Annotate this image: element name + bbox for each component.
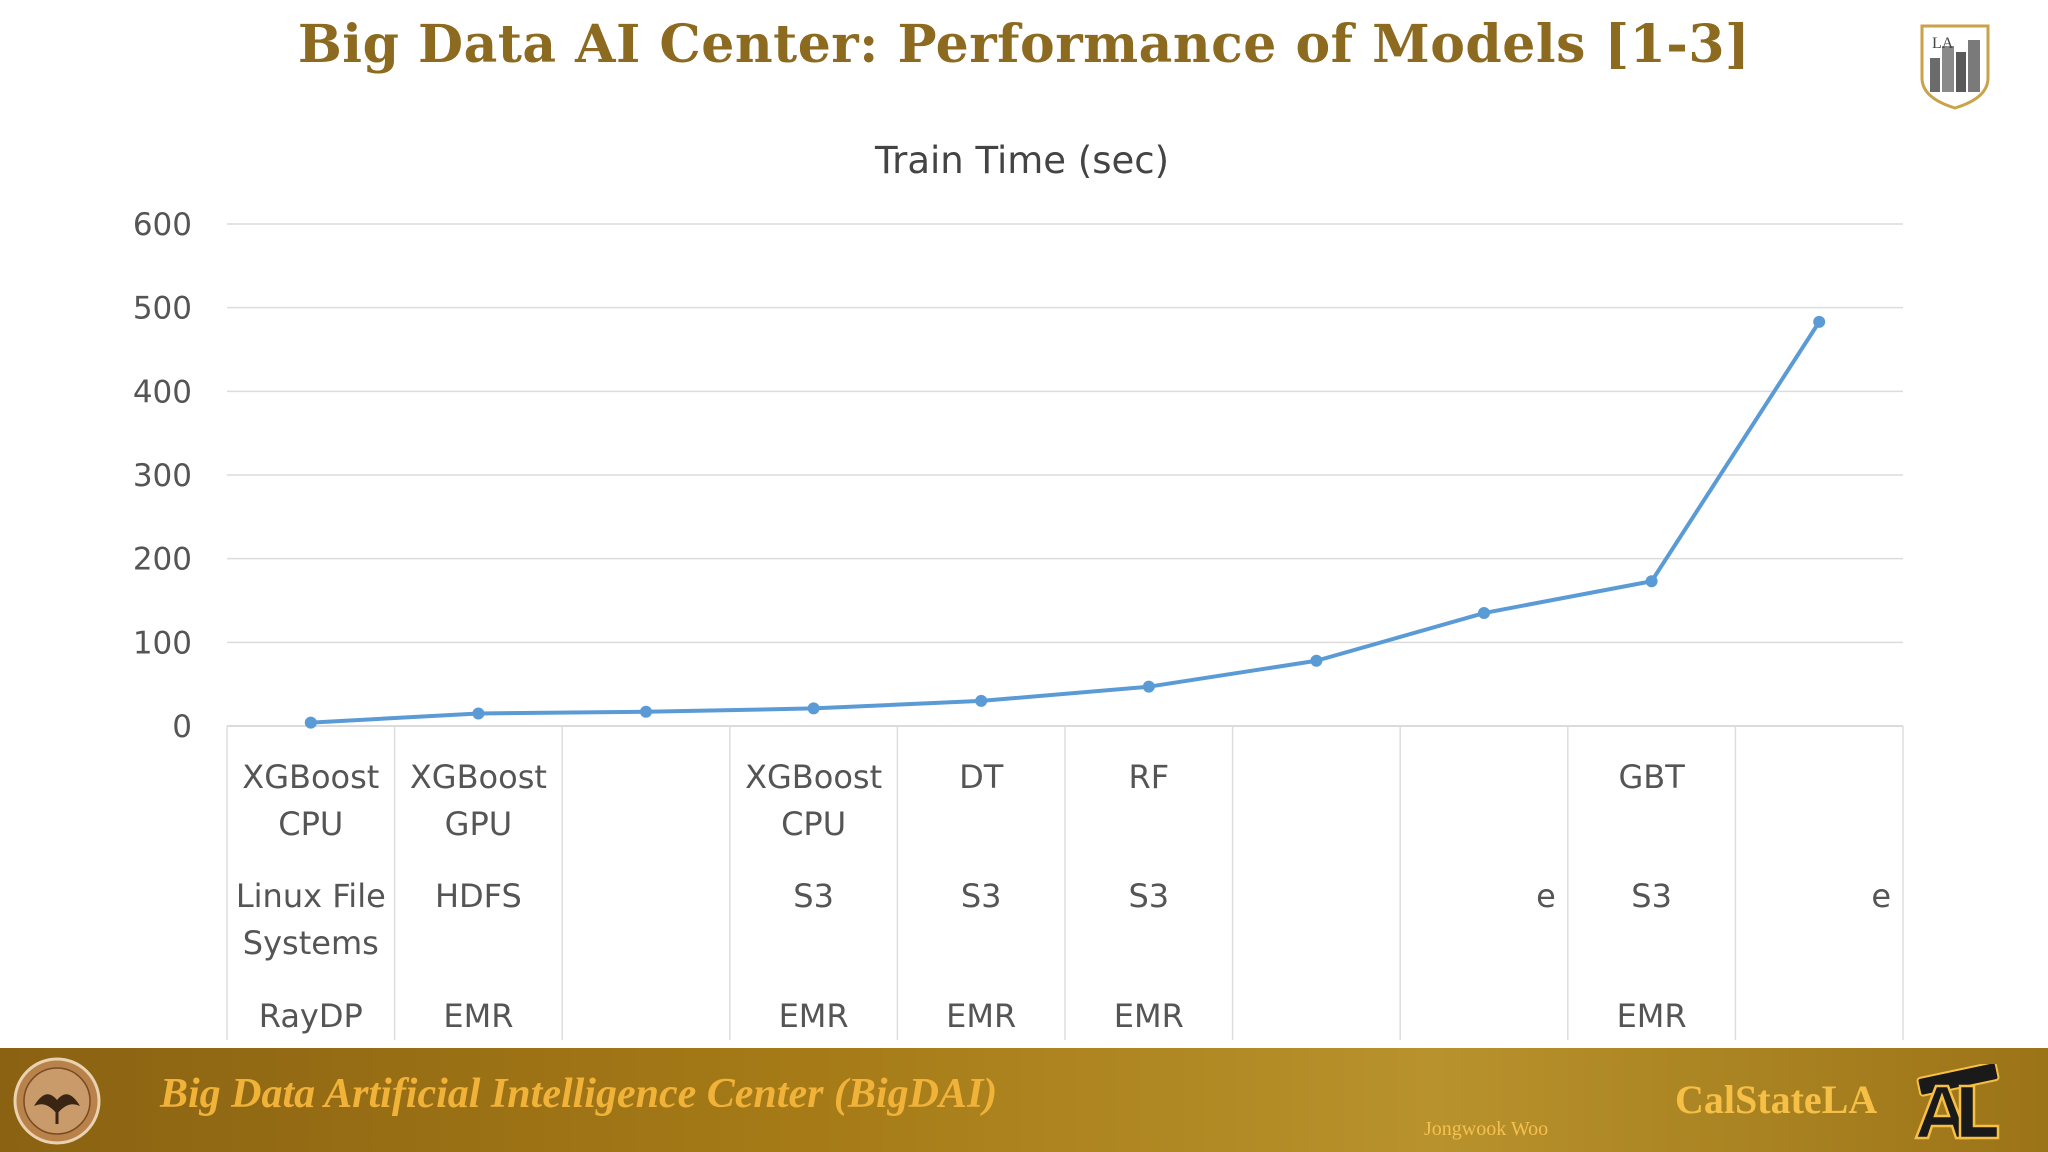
x-category-label: CPU	[278, 805, 343, 843]
slide-title: Big Data AI Center: Performance of Model…	[297, 14, 1751, 75]
y-tick-label: 100	[133, 625, 192, 661]
data-point	[807, 702, 820, 715]
train-time-line-chart: Train Time (sec) 0 100 200 300 400 500 600 XGB…	[133, 139, 1904, 1040]
x-category-label: EMR	[779, 997, 849, 1035]
x-category-label: e	[1871, 877, 1891, 915]
cal-state-la-logo	[1914, 1064, 2000, 1140]
y-tick-label: 0	[172, 709, 192, 745]
data-point	[640, 705, 652, 718]
phoenix-seal-icon	[13, 1057, 101, 1145]
y-tick-label: 400	[133, 374, 192, 410]
x-axis-categories: XGBoost CPU Linux File Systems RayDP XGBoost G…	[236, 758, 1891, 1035]
logo-text: LA	[1932, 35, 1954, 52]
y-tick-label: 200	[133, 542, 192, 578]
x-category-label: DT	[959, 758, 1004, 796]
y-tick-label: 300	[133, 458, 192, 494]
series-layer	[304, 315, 1826, 729]
x-category-label: S3	[1128, 877, 1169, 915]
x-category-label: XGBoost	[410, 758, 547, 796]
x-category-label: S3	[793, 877, 834, 915]
brand-name: CalStateLA	[1675, 1077, 1878, 1122]
footer-bar: Big Data Artificial Intelligence Center …	[0, 1048, 2048, 1152]
y-tick-label: 500	[133, 291, 192, 327]
data-point	[1645, 575, 1658, 588]
data-point	[1478, 607, 1490, 620]
data-point	[472, 707, 485, 720]
x-category-label: EMR	[946, 997, 1016, 1035]
x-category-label: XGBoost	[745, 758, 882, 796]
data-point	[1813, 315, 1826, 328]
x-category-label: XGBoost	[242, 758, 379, 796]
y-axis-ticks: 0 100 200 300 400 500 600	[133, 207, 192, 745]
author-name: Jongwook Woo	[1424, 1118, 1549, 1140]
x-category-label: Systems	[243, 924, 379, 962]
x-category-label: S3	[961, 877, 1002, 915]
data-point	[1142, 680, 1155, 693]
data-point	[1310, 654, 1323, 667]
series-line	[310, 320, 1821, 725]
data-point	[304, 716, 317, 729]
x-category-label: RF	[1128, 758, 1169, 796]
x-category-label: EMR	[1617, 997, 1687, 1035]
center-name: Big Data Artificial Intelligence Center …	[160, 1071, 998, 1117]
x-category-label: S3	[1631, 877, 1672, 915]
gridlines	[226, 223, 1904, 1040]
x-category-label: CPU	[781, 805, 846, 843]
x-category-label: EMR	[1114, 997, 1184, 1035]
data-point	[975, 694, 988, 707]
x-category-label: GPU	[445, 805, 513, 843]
calstatela-building-logo: LA	[1920, 24, 1990, 110]
y-tick-label: 600	[133, 207, 192, 243]
x-category-label: e	[1536, 877, 1556, 915]
x-category-label: Linux File	[236, 877, 386, 915]
x-category-label: EMR	[443, 997, 513, 1035]
chart-title: Train Time (sec)	[874, 139, 1169, 182]
x-category-label: HDFS	[435, 877, 522, 915]
x-category-label: GBT	[1618, 758, 1685, 796]
x-category-label: RayDP	[259, 997, 363, 1035]
